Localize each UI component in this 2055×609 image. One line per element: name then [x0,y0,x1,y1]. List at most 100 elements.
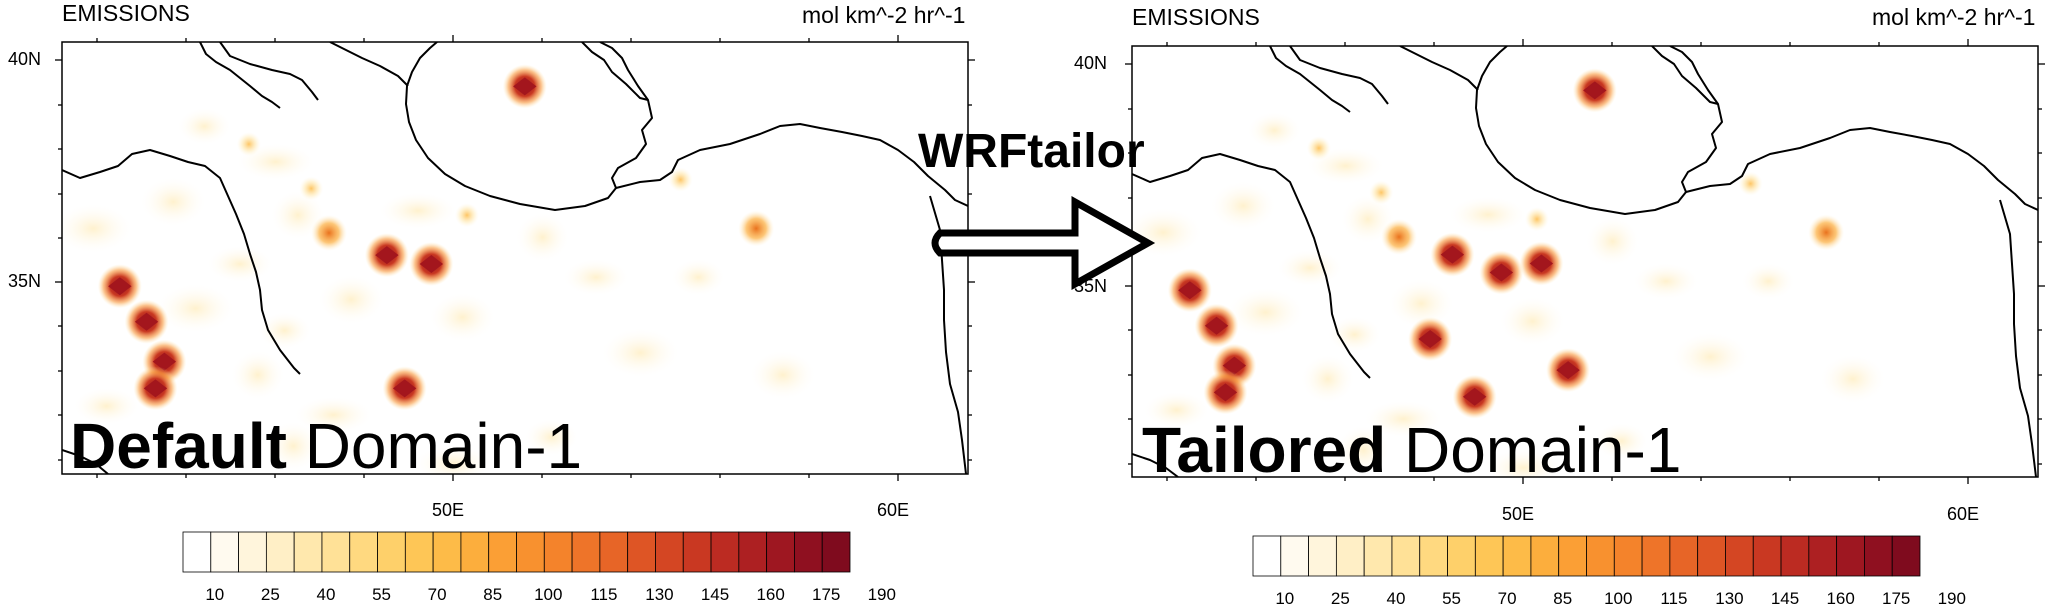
emission-hotspot [1583,81,1607,100]
tailored-label-rest: Domain-1 [1403,414,1682,486]
diffuse-emission-blob [1337,426,1390,475]
coastlines-borders [62,42,968,474]
diffuse-emission-blob [525,419,578,456]
emission-hotspot [375,246,399,265]
colorbar-tick-label: 130 [645,585,674,604]
colorbar-tick-label: 85 [483,585,503,604]
colorbar-swatch [321,531,351,573]
diffuse-emission-blob [1450,196,1526,233]
colorbar-swatch [1641,535,1671,577]
default-label-bold: Default [70,410,287,482]
colorbar-swatch [516,531,545,573]
default-colorbar [182,531,851,573]
diffuse-emission-blob [750,351,815,399]
diffuse-emission-blob [516,213,569,262]
default-map-panel [55,35,975,573]
emission-hotspot-halo [1369,180,1394,205]
armenia-border [219,42,319,101]
colorbar-swatch [1308,535,1337,577]
colorbar-swatch [404,531,434,573]
colorbar-swatch [655,531,684,573]
colorbar-swatch [1613,535,1643,577]
colorbar-swatch [349,531,378,573]
colorbar-swatch [571,531,601,573]
diffuse-emission-blob [1595,423,1648,460]
colorbar-swatch [1697,535,1726,577]
colorbar-tick-label: 100 [534,585,563,604]
colorbar-swatch [794,531,823,573]
colorbar-tick-label: 55 [372,585,391,604]
diffuse-emission-blob [1301,355,1354,403]
default-label-rest: Domain-1 [304,410,583,482]
diffuse-emission-blob [1672,332,1749,381]
colorbar-swatch [738,531,768,573]
default-panel-units: mol km^-2 hr^-1 [802,2,966,28]
colorbar-swatch [210,531,239,573]
colorbar-swatch [1725,535,1754,577]
emission-hotspot [1222,356,1247,375]
diffuse-emission-blob [1389,279,1454,328]
diffuse-emission-blob [271,191,324,240]
tailored-lon-tick-60e: 60E [1947,504,1980,524]
colorbar-swatch [293,531,323,573]
emission-hotspot [1178,281,1202,300]
colorbar-tick-label: 175 [1882,589,1911,608]
emission-hotspot [1213,383,1238,402]
diffuse-emission-blob [1211,181,1276,230]
diffuse-emission-blob [267,422,320,471]
diffuse-emission-blob [1144,392,1209,429]
tailored-panel-units: mol km^-2 hr^-1 [1872,4,2036,30]
colorbar-swatch [1891,535,1921,577]
colorbar-swatch [599,531,629,573]
turkey-border [1269,46,1351,113]
diffuse-emission-blob [415,445,492,474]
caspian-coastline [405,42,653,211]
diffuse-emission-blob [1248,112,1301,149]
sw-border [1132,453,1179,477]
caspian-east-inlet [581,42,649,101]
colorbar-swatch [1669,535,1699,577]
colorbar-swatch [460,531,490,573]
colorbar-swatch [1558,535,1587,577]
diffuse-emission-blob [1820,355,1885,403]
emission-hotspot [152,352,177,371]
caspian-east-inlet [1651,46,1719,105]
emission-hotspot [1489,263,1514,282]
colorbar-tick-label: 70 [427,585,447,604]
colorbar-swatch [1530,535,1560,577]
azerbaijan-border [329,42,409,87]
diffuse-emission-blob [1365,400,1442,437]
diffuse-emission-blob [141,177,206,226]
emission-hotspot [1556,361,1580,380]
armenia-border [1289,46,1389,105]
emission-hotspot [513,77,537,96]
colorbar-swatch [377,531,406,573]
azerbaijan-border [1399,46,1479,91]
tailored-lat-tick-35n: 35N [1074,276,1108,296]
emission-hotspot [1440,245,1465,264]
sw-border [62,449,109,474]
diffuse-emission-blob [1328,316,1381,353]
emission-hotspot [1462,387,1487,406]
caspian-se-shore [1685,127,2038,211]
diffuse-emission-blob [208,246,272,282]
tailored-map-area [1132,46,2038,477]
transform-arrow [931,196,1156,290]
diffuse-emissions [62,108,815,474]
colorbar-swatch [682,531,712,573]
diffuse-emission-blob [430,293,495,342]
tailored-lon-tick-50e: 50E [1502,504,1535,524]
wrftailor-label: WRFtailor [918,125,1145,178]
default-map-area [62,42,968,474]
colorbar-swatch [488,531,517,573]
colorbar-tick-label: 130 [1715,589,1744,608]
colorbar-tick-label: 55 [1442,589,1461,608]
diffuse-emission-blob [1227,288,1304,337]
colorbar-swatch [710,531,740,573]
colorbar-tick-label: 25 [1330,589,1350,608]
default-domain-label: Default Domain-1 [70,414,582,478]
diffuse-emission-blob [564,259,628,296]
emission-hotspot [134,312,159,331]
colorbar-tick-label: 70 [1497,589,1517,608]
coastlines-borders [1132,46,2038,477]
